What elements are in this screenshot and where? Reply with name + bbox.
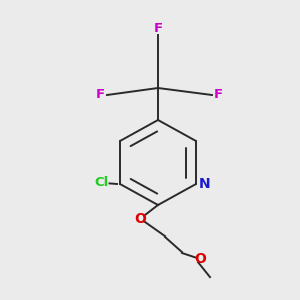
- Text: Cl: Cl: [94, 176, 109, 189]
- Text: F: F: [214, 88, 223, 101]
- Text: O: O: [134, 212, 146, 226]
- Text: O: O: [195, 252, 206, 266]
- Text: F: F: [96, 88, 105, 101]
- Text: F: F: [153, 22, 163, 35]
- Text: N: N: [199, 177, 211, 191]
